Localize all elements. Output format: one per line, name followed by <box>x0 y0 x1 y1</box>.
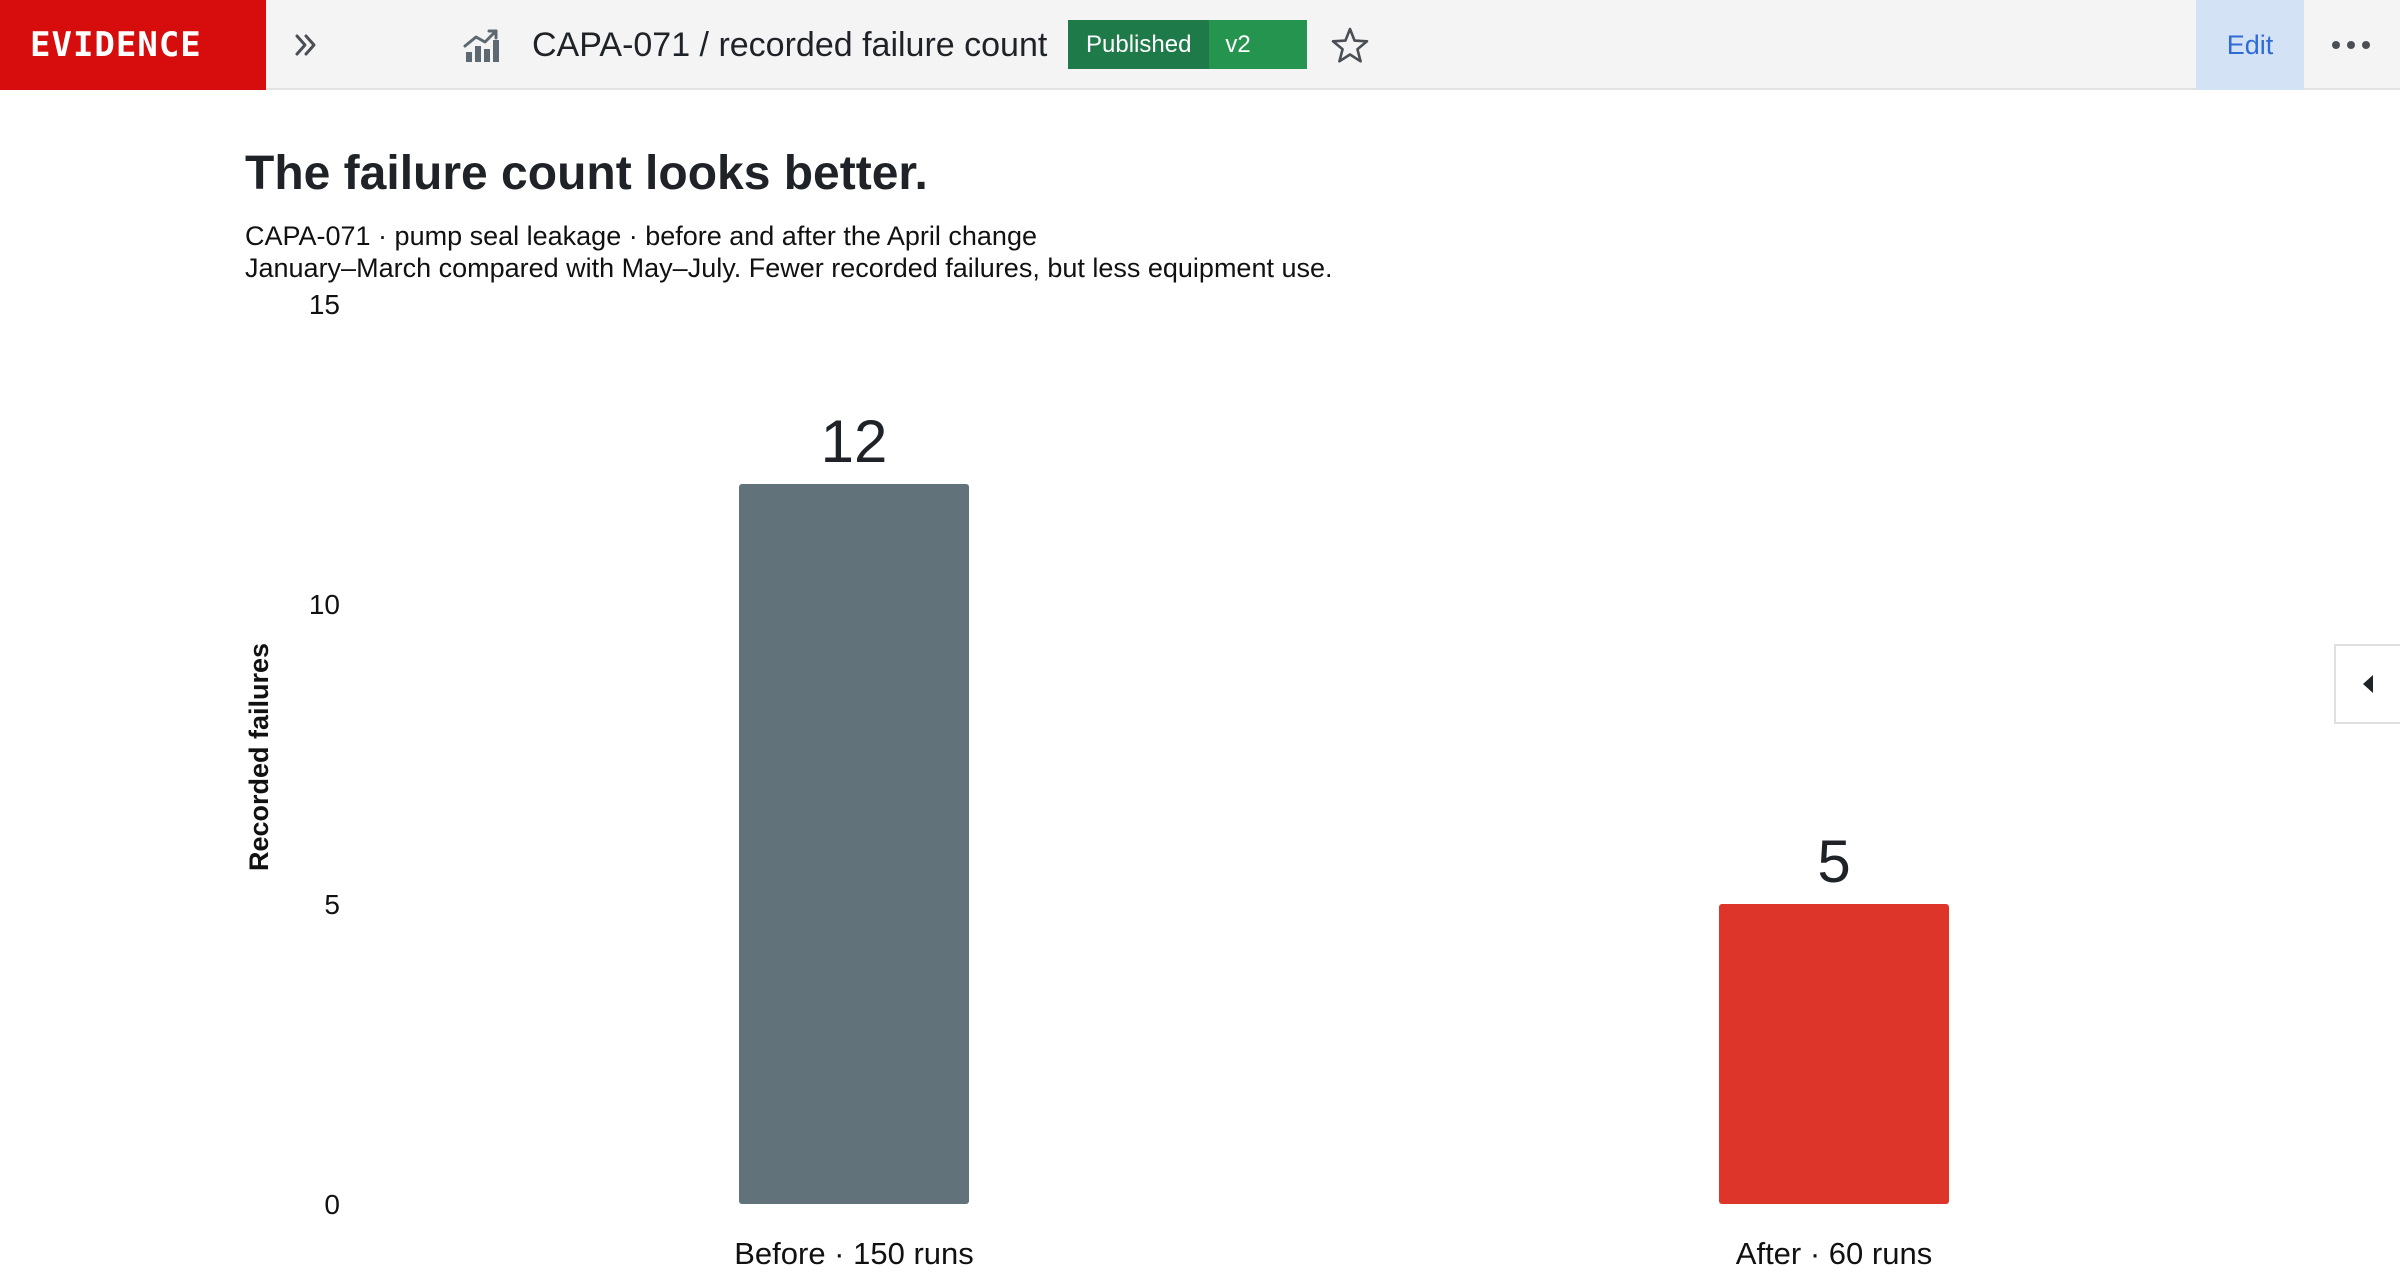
y-tick-label: 5 <box>324 889 340 920</box>
bar-value-label: 5 <box>1817 828 1850 895</box>
more-horizontal-icon <box>2347 41 2355 49</box>
report-subtitle: CAPA-071 · pump seal leakage · before an… <box>245 221 1037 251</box>
star-icon[interactable] <box>1328 24 1372 68</box>
bars <box>739 484 1949 1204</box>
y-axis-ticks: 0 5 10 15 <box>309 289 340 1220</box>
y-tick-label: 0 <box>324 1189 340 1220</box>
y-tick-label: 10 <box>309 589 340 620</box>
more-horizontal-icon <box>2362 41 2370 49</box>
more-horizontal-icon <box>2332 41 2340 49</box>
report-headline: The failure count looks better. <box>245 147 928 200</box>
version-label: v2 <box>1209 20 1308 69</box>
failure-count-bar-chart: Recorded failures 0 5 10 15 12 5 Before · 15… <box>244 289 1949 1271</box>
caret-left-icon <box>2363 675 2373 693</box>
x-tick-label: Before · 150 runs <box>734 1236 974 1271</box>
document-title: CAPA-071 / recorded failure count <box>532 26 1048 64</box>
more-options-button[interactable] <box>2318 22 2384 68</box>
bar <box>1719 904 1949 1204</box>
chart-icon <box>463 29 499 62</box>
side-panel-toggle[interactable] <box>2334 644 2400 724</box>
x-axis-ticks: Before · 150 runs After · 60 runs <box>734 1236 1932 1271</box>
status-label: Published <box>1068 20 1210 69</box>
bar <box>739 484 969 1204</box>
expand-sidebar-button[interactable] <box>286 22 326 68</box>
double-chevron-right-icon <box>295 34 316 56</box>
y-axis-label: Recorded failures <box>244 643 274 871</box>
top-bar: EVIDENCE CAPA-071 / recorded failure cou… <box>0 0 2400 90</box>
edit-button[interactable]: Edit <box>2196 0 2304 90</box>
bar-value-label: 12 <box>821 408 888 475</box>
data-labels: 12 5 <box>821 408 1851 895</box>
report-note: January–March compared with May–July. Fe… <box>245 253 1333 283</box>
publish-status-badge: Published v2 <box>1068 20 1308 69</box>
brand-logo[interactable]: EVIDENCE <box>0 0 266 90</box>
y-tick-label: 15 <box>309 289 340 320</box>
x-tick-label: After · 60 runs <box>1736 1236 1932 1271</box>
